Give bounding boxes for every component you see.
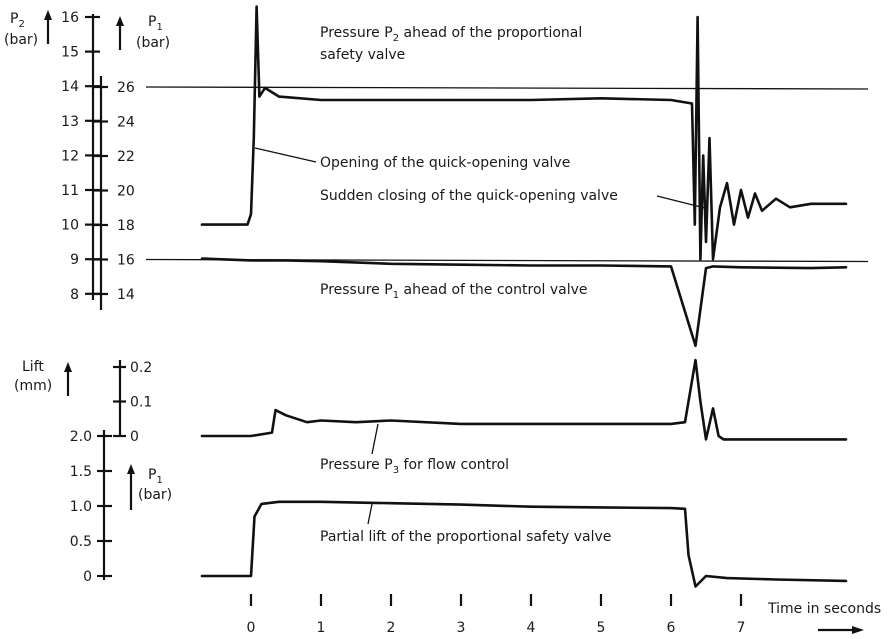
bottom-panel: Lift (mm) 0.2 0.1 0 P1 (bar) 2.0 1.5 1.0 0.5 0… [14,358,848,588]
p1-ticks: 26 24 22 20 18 16 14 [94,80,135,303]
annotation-opening: Opening of the quick-opening valve [320,155,570,171]
annotation-p1: Pressure P1 ahead of the control valve [320,282,588,301]
time-tick-label: 6 [667,620,676,636]
p1-tick-label: 14 [117,287,135,303]
p2-ticks: 16 15 14 13 12 11 10 9 8 [61,10,100,303]
time-tick-label: 0 [247,620,256,636]
time-tick-label: 2 [387,620,396,636]
time-axis-arrowhead [852,626,864,634]
p1b-axis-arrowhead [127,464,135,474]
lift-ticks: 0.2 0.1 0 [113,360,152,445]
p1-axis-arrowhead [116,16,124,26]
p2-tick-label: 13 [61,114,79,130]
time-tick-label: 5 [597,620,606,636]
top-traces [200,5,848,348]
p2-axis-arrowhead [44,10,52,20]
annotation-p2-title-line2: safety valve [320,47,405,63]
lift-axis-arrowhead [64,362,72,372]
series-p1-line [200,257,848,348]
annotation-p2-title: Pressure P2 ahead of the proportional [320,25,582,44]
leader-closing [656,195,706,209]
time-tick-label: 4 [527,620,536,636]
leader-p3 [371,423,379,455]
p1-axis-label: P1 [148,14,163,33]
p1-tick-label: 22 [117,149,135,165]
p1-axis-unit: (bar) [136,35,170,51]
p2-tick-label: 9 [70,252,79,268]
annotation-closing: Sudden closing of the quick-opening valv… [320,188,618,204]
p1b-tick-label: 1.5 [70,464,92,480]
time-axis: 0 1 2 3 4 5 6 7 [247,594,746,636]
p1b-tick-label: 1.0 [70,499,92,515]
lift-tick-label: 0.2 [130,360,152,376]
bottom-traces [200,358,848,588]
lift-axis-unit: (mm) [14,378,52,394]
series-p2-line [200,5,848,261]
lift-tick-label: 0 [130,429,139,445]
leader-opening [254,147,317,163]
series-lift-line [200,358,848,441]
p1-tick-label: 26 [117,80,135,96]
p1-tick-label: 20 [117,184,135,200]
p2-tick-label: 12 [61,148,79,164]
p1b-ticks: 2.0 1.5 1.0 0.5 0 [70,429,112,585]
p2-tick-label: 16 [61,10,79,26]
p1b-tick-label: 2.0 [70,429,92,445]
p1-tick-label: 18 [117,218,135,234]
p2-axis-unit: (bar) [4,32,38,48]
time-tick-label: 1 [317,620,326,636]
p1-tick-label: 16 [117,253,135,269]
p1b-tick-label: 0.5 [70,534,92,550]
lift-axis-label: Lift [22,359,44,375]
series-p1-bottom-line [200,500,848,588]
annotation-p3: Pressure P3 for flow control [320,457,509,476]
p1b-tick-label: 0 [83,569,92,585]
p1b-axis-unit: (bar) [138,487,172,503]
p2-tick-label: 10 [61,218,79,234]
time-tick-label: 7 [737,620,746,636]
lift-tick-label: 0.1 [130,395,152,411]
time-axis-label: Time in seconds [767,601,881,617]
p2-tick-label: 15 [61,45,79,61]
p2-tick-label: 14 [61,79,79,95]
annotation-partial-lift: Partial lift of the proportional safety … [320,529,611,545]
p2-tick-label: 11 [61,183,79,199]
time-tick-label: 3 [457,620,466,636]
p2-tick-label: 8 [70,287,79,303]
p1b-axis-label: P1 [148,467,163,486]
p1-tick-label: 24 [117,115,135,131]
p2-axis-label: P2 [10,11,25,30]
leader-partial-lift [367,503,373,525]
